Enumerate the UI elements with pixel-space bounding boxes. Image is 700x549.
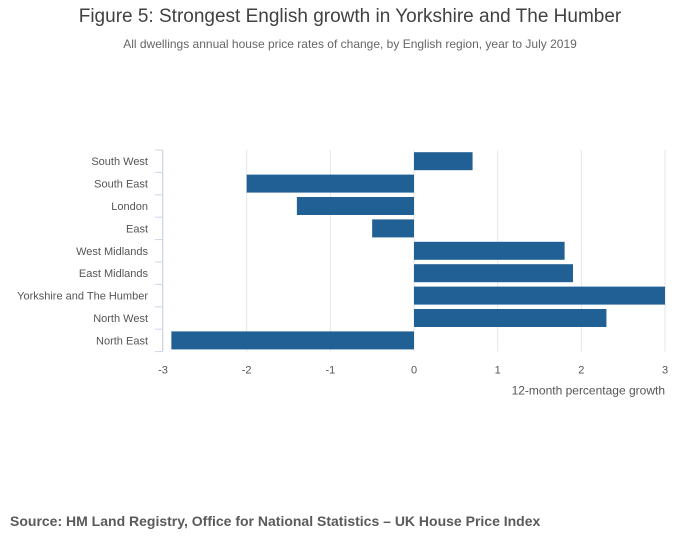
bar[interactable]: [372, 219, 414, 238]
x-tick-label: 0: [411, 365, 417, 377]
bar[interactable]: [246, 174, 414, 193]
category-label: London: [111, 201, 148, 213]
x-tick-label: 1: [495, 365, 501, 377]
x-tick-label: 2: [578, 365, 584, 377]
category-labels: South West South East London East West Midla…: [17, 156, 148, 347]
category-label: West Midlands: [76, 246, 148, 258]
x-axis-title: 12-month percentage growth: [512, 384, 665, 398]
chart-title: Figure 5: Strongest English growth in Yo…: [78, 6, 622, 27]
bar[interactable]: [414, 309, 607, 327]
x-tick-label: 3: [662, 365, 668, 377]
category-label: Yorkshire and The Humber: [17, 291, 148, 303]
source-note: Source: HM Land Registry, Office for Nat…: [10, 513, 541, 529]
category-label: East Midlands: [79, 268, 149, 280]
category-label: North West: [93, 313, 148, 325]
x-tick-label: -1: [325, 365, 335, 377]
bar[interactable]: [171, 331, 414, 350]
category-label: East: [126, 223, 148, 235]
bar[interactable]: [414, 286, 665, 305]
bar[interactable]: [414, 241, 565, 260]
bar[interactable]: [414, 264, 573, 283]
chart-subtitle: All dwellings annual house price rates o…: [123, 37, 577, 51]
category-label: South East: [94, 179, 148, 191]
bar[interactable]: [296, 197, 414, 215]
bar[interactable]: [414, 152, 473, 171]
x-tick-label: -3: [158, 365, 168, 377]
category-label: South West: [91, 156, 148, 168]
x-tick-label: -2: [242, 365, 252, 377]
x-tick-labels: -3 -2 -1 0 1 2 3: [158, 365, 668, 377]
category-label: North East: [96, 335, 148, 347]
bars: [171, 152, 665, 350]
